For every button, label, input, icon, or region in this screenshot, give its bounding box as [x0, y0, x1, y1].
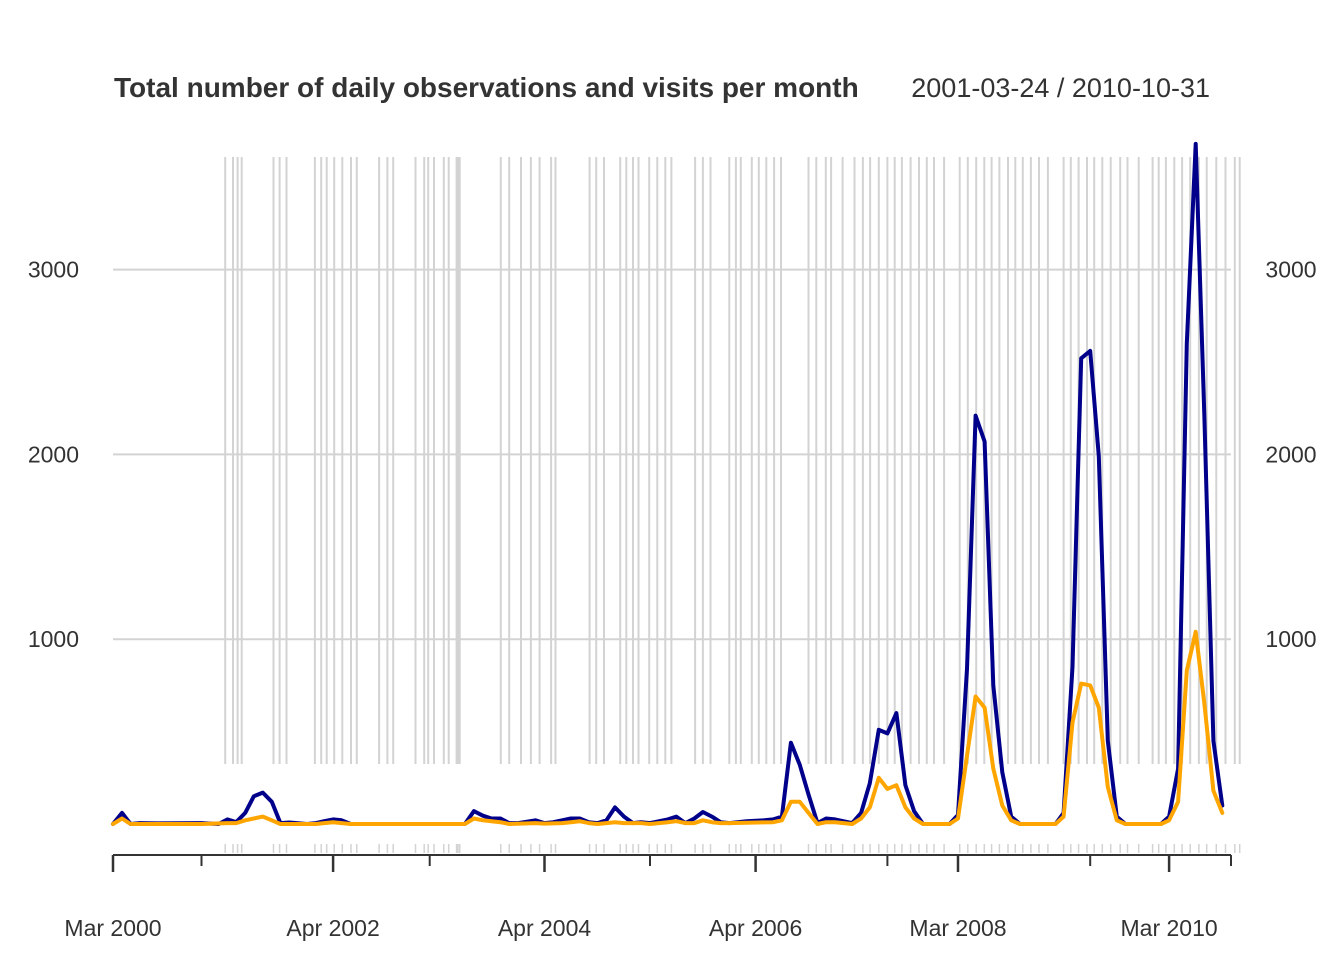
- y-axis-left: 1000 2000 3000: [28, 257, 79, 653]
- x-tick-label: Mar 2010: [1121, 915, 1218, 941]
- grid-lines: [113, 268, 1231, 641]
- x-axis: Mar 2000 Apr 2002 Apr 2004 Apr 2006 Mar 2008…: [64, 854, 1232, 941]
- x-tick-label: Apr 2002: [286, 915, 379, 941]
- x-tick-label: Mar 2008: [909, 915, 1006, 941]
- y-tick-label: 1000: [1265, 626, 1316, 652]
- chart-title: Total number of daily observations and v…: [114, 72, 859, 103]
- x-tick-label: Mar 2000: [64, 915, 161, 941]
- x-tick-label: Apr 2004: [498, 915, 592, 941]
- y-tick-label: 2000: [28, 441, 79, 467]
- series-lines: [111, 141, 1225, 826]
- y-tick-label: 3000: [1265, 257, 1316, 283]
- y-axis-right: 1000 2000 3000: [1265, 257, 1316, 653]
- date-range-label: 2001-03-24 / 2010-10-31: [911, 73, 1210, 103]
- x-tick-label: Apr 2006: [709, 915, 802, 941]
- y-tick-label: 3000: [28, 257, 79, 283]
- visits-line: [111, 629, 1225, 826]
- event-lines: [224, 157, 1241, 853]
- y-tick-label: 1000: [28, 626, 79, 652]
- y-tick-label: 2000: [1265, 441, 1316, 467]
